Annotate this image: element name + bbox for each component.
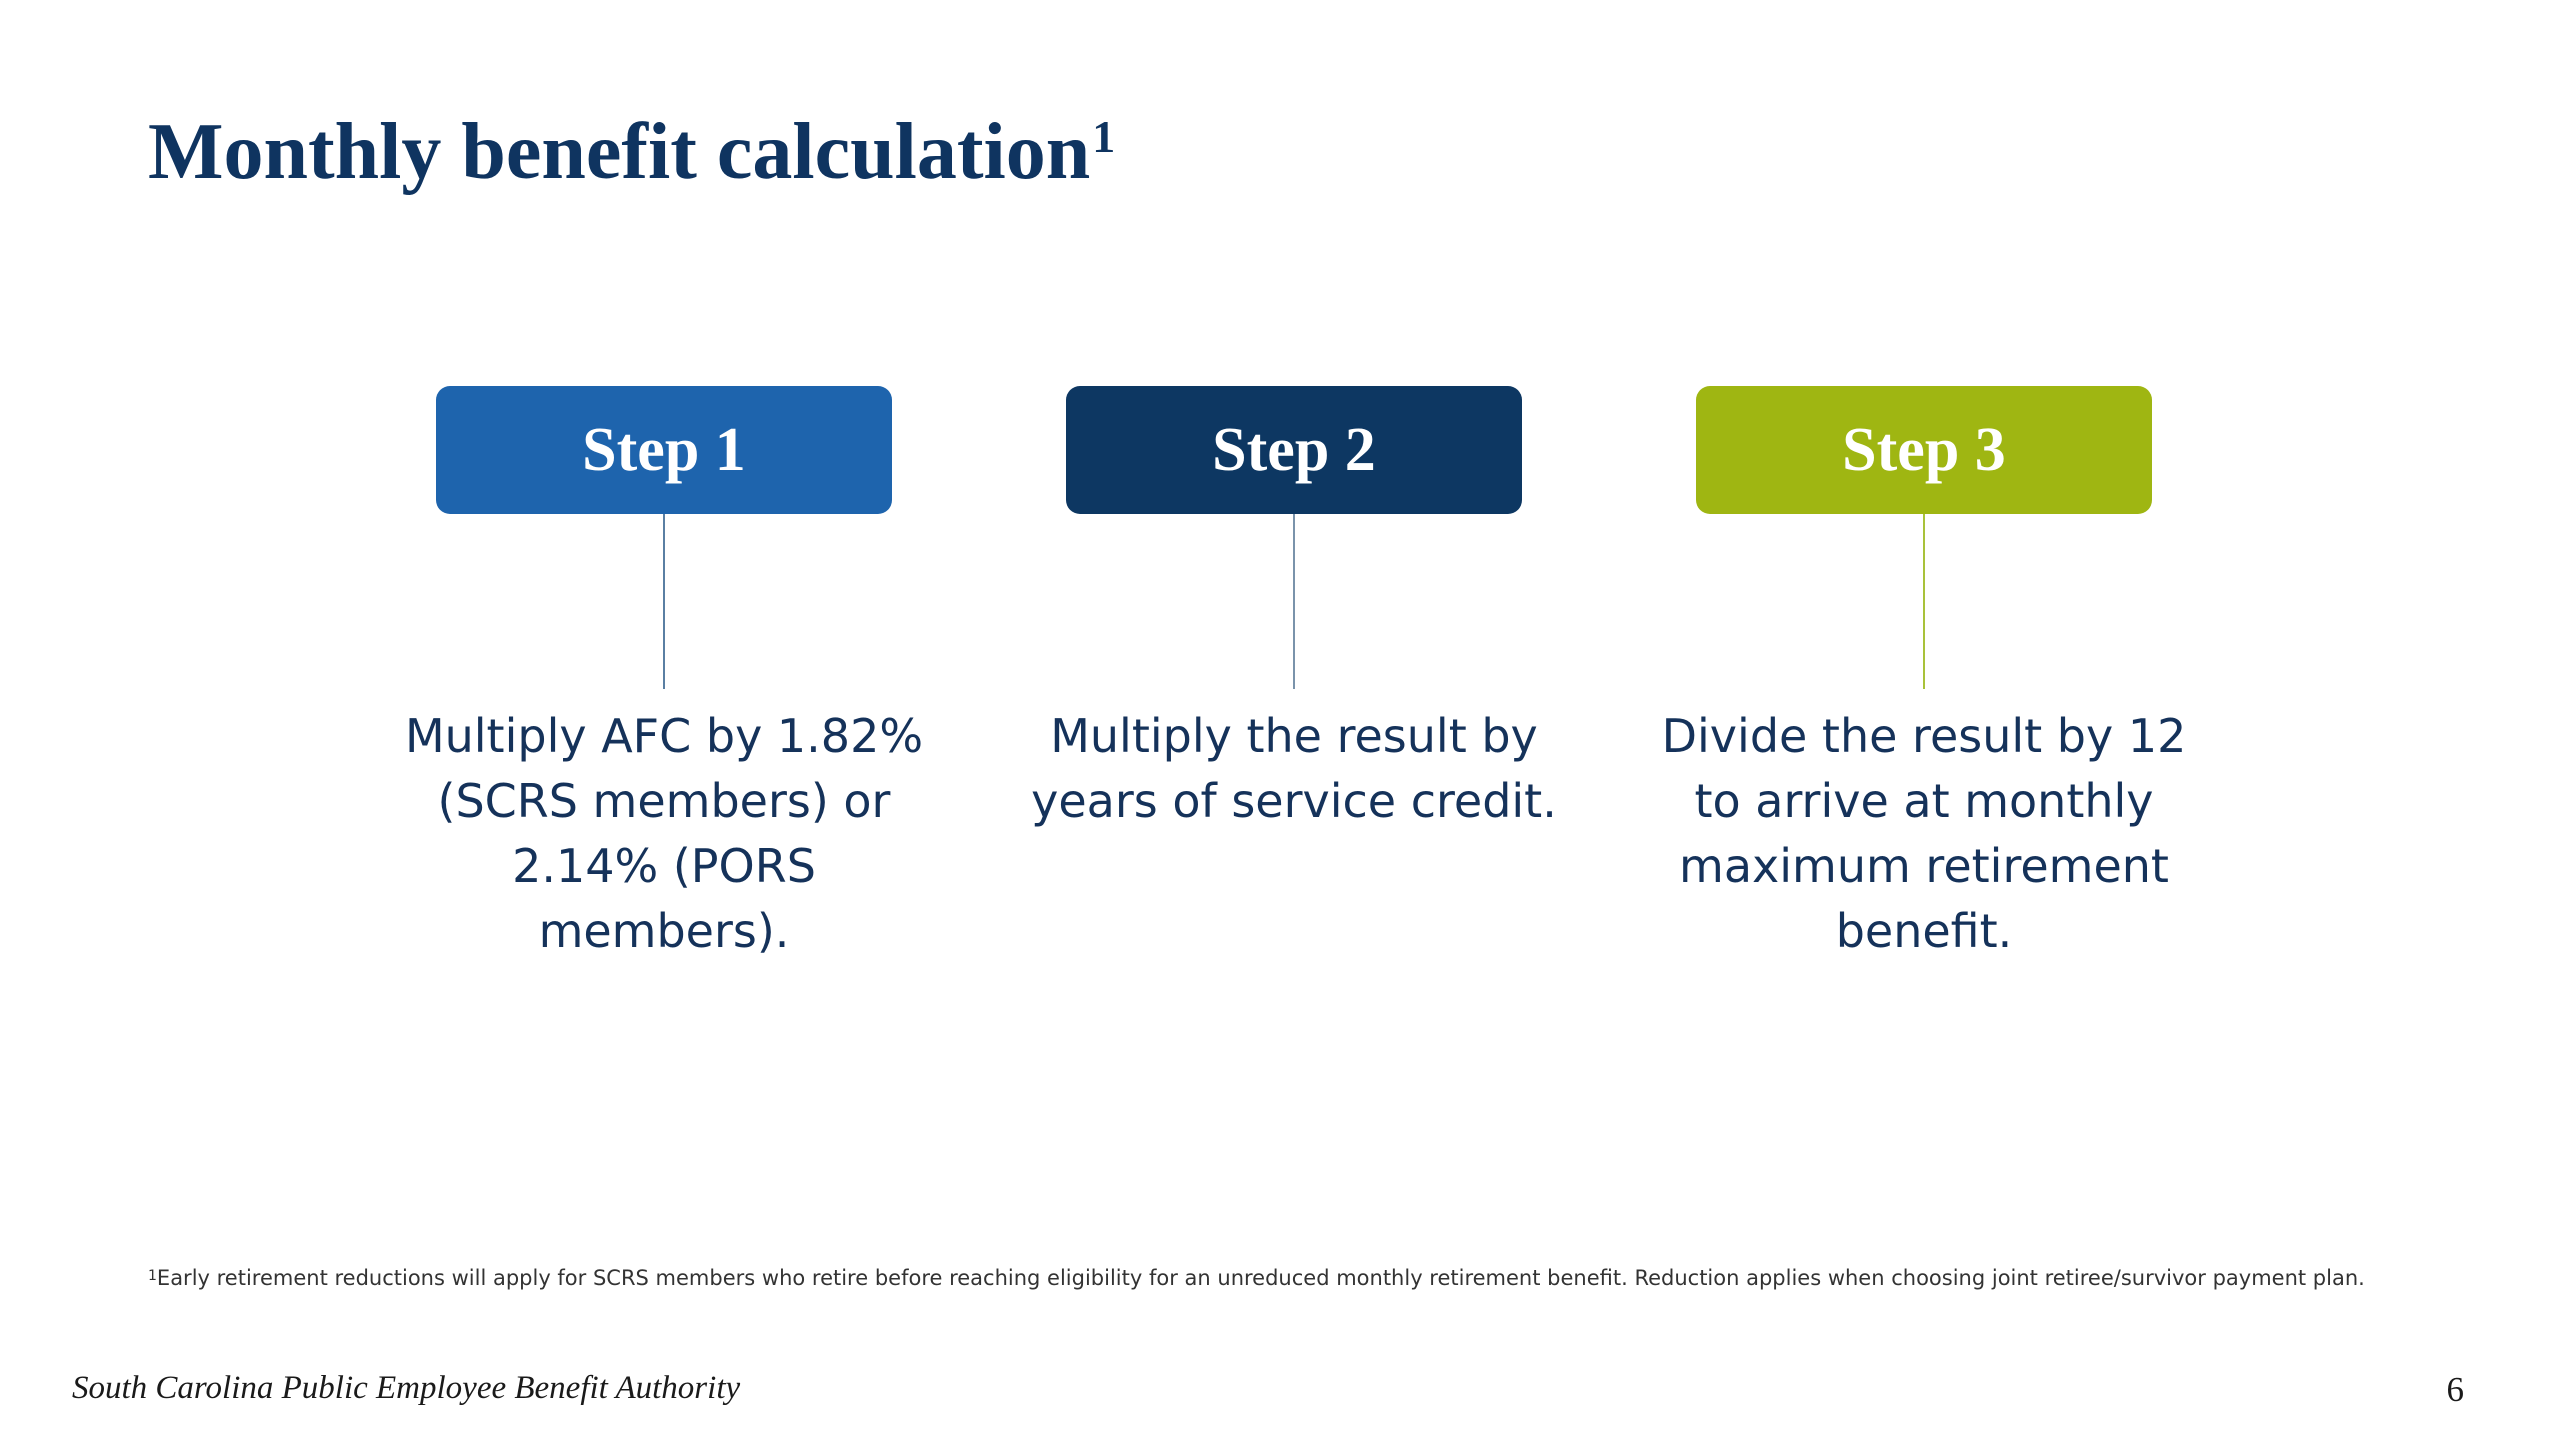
step-1-box: Step 1 <box>436 386 892 514</box>
step-3-label: Step 3 <box>1842 415 2006 484</box>
footnote-text: Early retirement reductions will apply f… <box>156 1266 2365 1290</box>
step-3: Step 3 Divide the result by 12 to arrive… <box>1662 386 2186 958</box>
title-footnote-marker: 1 <box>1092 111 1116 162</box>
step-3-description: Divide the result by 12 to arrive at mon… <box>1661 709 2187 958</box>
step-3-box: Step 3 <box>1696 386 2152 514</box>
footer-organization: South Carolina Public Employee Benefit A… <box>72 1370 741 1406</box>
step-1: Step 1 Multiply AFC by 1.82% (SCRS membe… <box>405 386 923 958</box>
footnote-marker: 1 <box>148 1268 157 1284</box>
step-1-description: Multiply AFC by 1.82% (SCRS members) or … <box>404 709 924 958</box>
step-2-connector-line <box>1293 514 1295 689</box>
page-title-text: Monthly benefit calculation <box>148 108 1091 196</box>
footnote: 1Early retirement reductions will apply … <box>148 1262 2408 1295</box>
step-2: Step 2 Multiply the result by years of s… <box>1031 386 1557 828</box>
step-3-connector-line <box>1923 514 1925 689</box>
step-1-connector-line <box>663 514 665 689</box>
step-2-box: Step 2 <box>1066 386 1522 514</box>
step-1-label: Step 1 <box>582 415 746 484</box>
step-2-label: Step 2 <box>1212 415 1376 484</box>
page-number: 6 <box>2446 1370 2465 1409</box>
step-2-description: Multiply the result by years of service … <box>1031 709 1557 828</box>
page-title: Monthly benefit calculation1 <box>148 108 1115 196</box>
